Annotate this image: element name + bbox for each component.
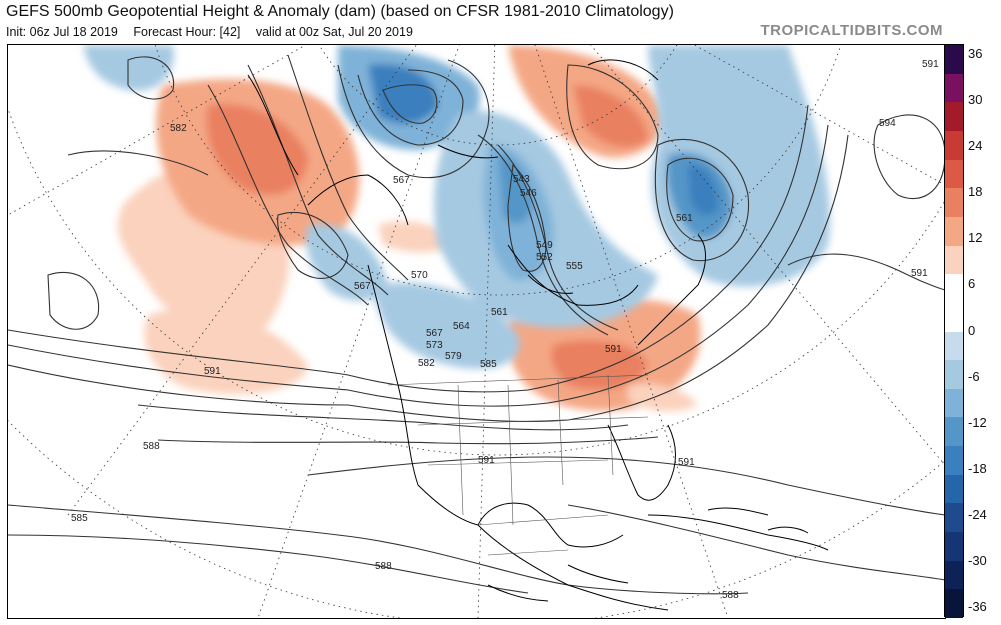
contour-label: 546: [520, 188, 537, 199]
contour-label: 555: [566, 261, 583, 272]
contour-label-group: 582 567 570 567 543 546 549 552 555 561 …: [71, 59, 939, 601]
valid-time: valid at 00z Sat, Jul 20 2019: [255, 25, 413, 39]
colorbar-tick-label: 18: [968, 184, 983, 200]
forecast-hour: Forecast Hour: [42]: [133, 25, 241, 39]
contour-label: 591: [204, 366, 221, 377]
colorbar-tick-label: 12: [968, 230, 983, 246]
contour-label: 579: [445, 351, 462, 362]
map-panel: 582 567 570 567 543 546 549 552 555 561 …: [7, 44, 946, 619]
colorbar-segment: [945, 102, 963, 132]
contour-label: 588: [375, 561, 392, 572]
colorbar-segment: [945, 216, 963, 247]
contour-label: 582: [418, 358, 435, 369]
colorbar-tick-label: -12: [968, 414, 987, 430]
colorbar-segment: [945, 130, 963, 161]
contour-label: 588: [722, 590, 739, 601]
contour-label: 585: [71, 513, 88, 524]
colorbar-segment: [945, 245, 963, 275]
contour-label: 543: [513, 174, 530, 185]
colorbar-segment: [945, 73, 963, 103]
colorbar-tick-label: 0: [968, 322, 976, 338]
contour-label: 552: [536, 252, 553, 263]
colorbar-segment: [945, 589, 963, 619]
chart-title: GEFS 500mb Geopotential Height & Anomaly…: [6, 3, 674, 20]
colorbar-tick-label: 24: [968, 138, 983, 154]
colorbar-segment: [945, 302, 963, 332]
contour-label: 561: [676, 213, 693, 224]
coastlines: [247, 59, 829, 611]
contour-label: 591: [911, 268, 928, 279]
colorbar-segment: [945, 532, 963, 562]
graticule: [8, 45, 945, 618]
contour-label: 591: [922, 59, 939, 70]
contour-label: 567: [354, 281, 371, 292]
contour-label: 582: [170, 123, 187, 134]
colorbar-segment: [945, 188, 963, 218]
colorbar-tick-label: -30: [968, 552, 987, 568]
colorbar-segment: [945, 360, 963, 390]
colorbar-tick-label: 6: [968, 276, 976, 292]
init-time: Init: 06z Jul 18 2019: [6, 25, 118, 39]
colorbar-segment: [945, 474, 963, 504]
colorbar-segment: [945, 388, 963, 418]
colorbar-tick-label: -36: [968, 599, 987, 614]
height-contours: [8, 54, 945, 595]
colorbar-tick-label: 30: [968, 92, 983, 108]
colorbar-segment: [945, 331, 963, 361]
colorbar-tick-label: -24: [968, 506, 987, 522]
colorbar-segment: [945, 159, 963, 189]
contour-label: 588: [143, 441, 160, 452]
contour-label: 570: [411, 270, 428, 281]
contour-label: 594: [879, 118, 896, 129]
contour-label: 567: [426, 328, 443, 339]
colorbar-tick-label: -6: [968, 368, 980, 384]
contour-label: 561: [491, 307, 508, 318]
negative-anomaly-shading: [83, 45, 830, 369]
contour-label: 567: [393, 175, 410, 186]
contour-label: 591: [678, 457, 695, 468]
colorbar-segment: [945, 274, 963, 304]
weather-map: 582 567 570 567 543 546 549 552 555 561 …: [8, 45, 945, 618]
colorbar-segment: [945, 503, 963, 533]
colorbar-tick-label: -18: [968, 460, 987, 476]
contour-label: 591: [605, 344, 622, 355]
colorbar-tick-label: 36: [968, 46, 983, 61]
colorbar-segment: [945, 417, 963, 447]
colorbar-segment: [945, 446, 963, 476]
contour-label: 573: [426, 340, 443, 351]
brand-watermark: TROPICALTIDBITS.COM: [760, 22, 943, 39]
anomaly-colorbar: [944, 44, 964, 619]
colorbar-segment: [945, 560, 963, 590]
chart-subtitle: Init: 06z Jul 18 2019 Forecast Hour: [42…: [6, 25, 425, 39]
state-boundaries: [387, 374, 649, 556]
contour-label: 591: [478, 455, 495, 466]
contour-label: 585: [480, 359, 497, 370]
contour-label: 564: [453, 321, 470, 332]
contour-label: 549: [536, 240, 553, 251]
colorbar-segment: [945, 45, 963, 75]
